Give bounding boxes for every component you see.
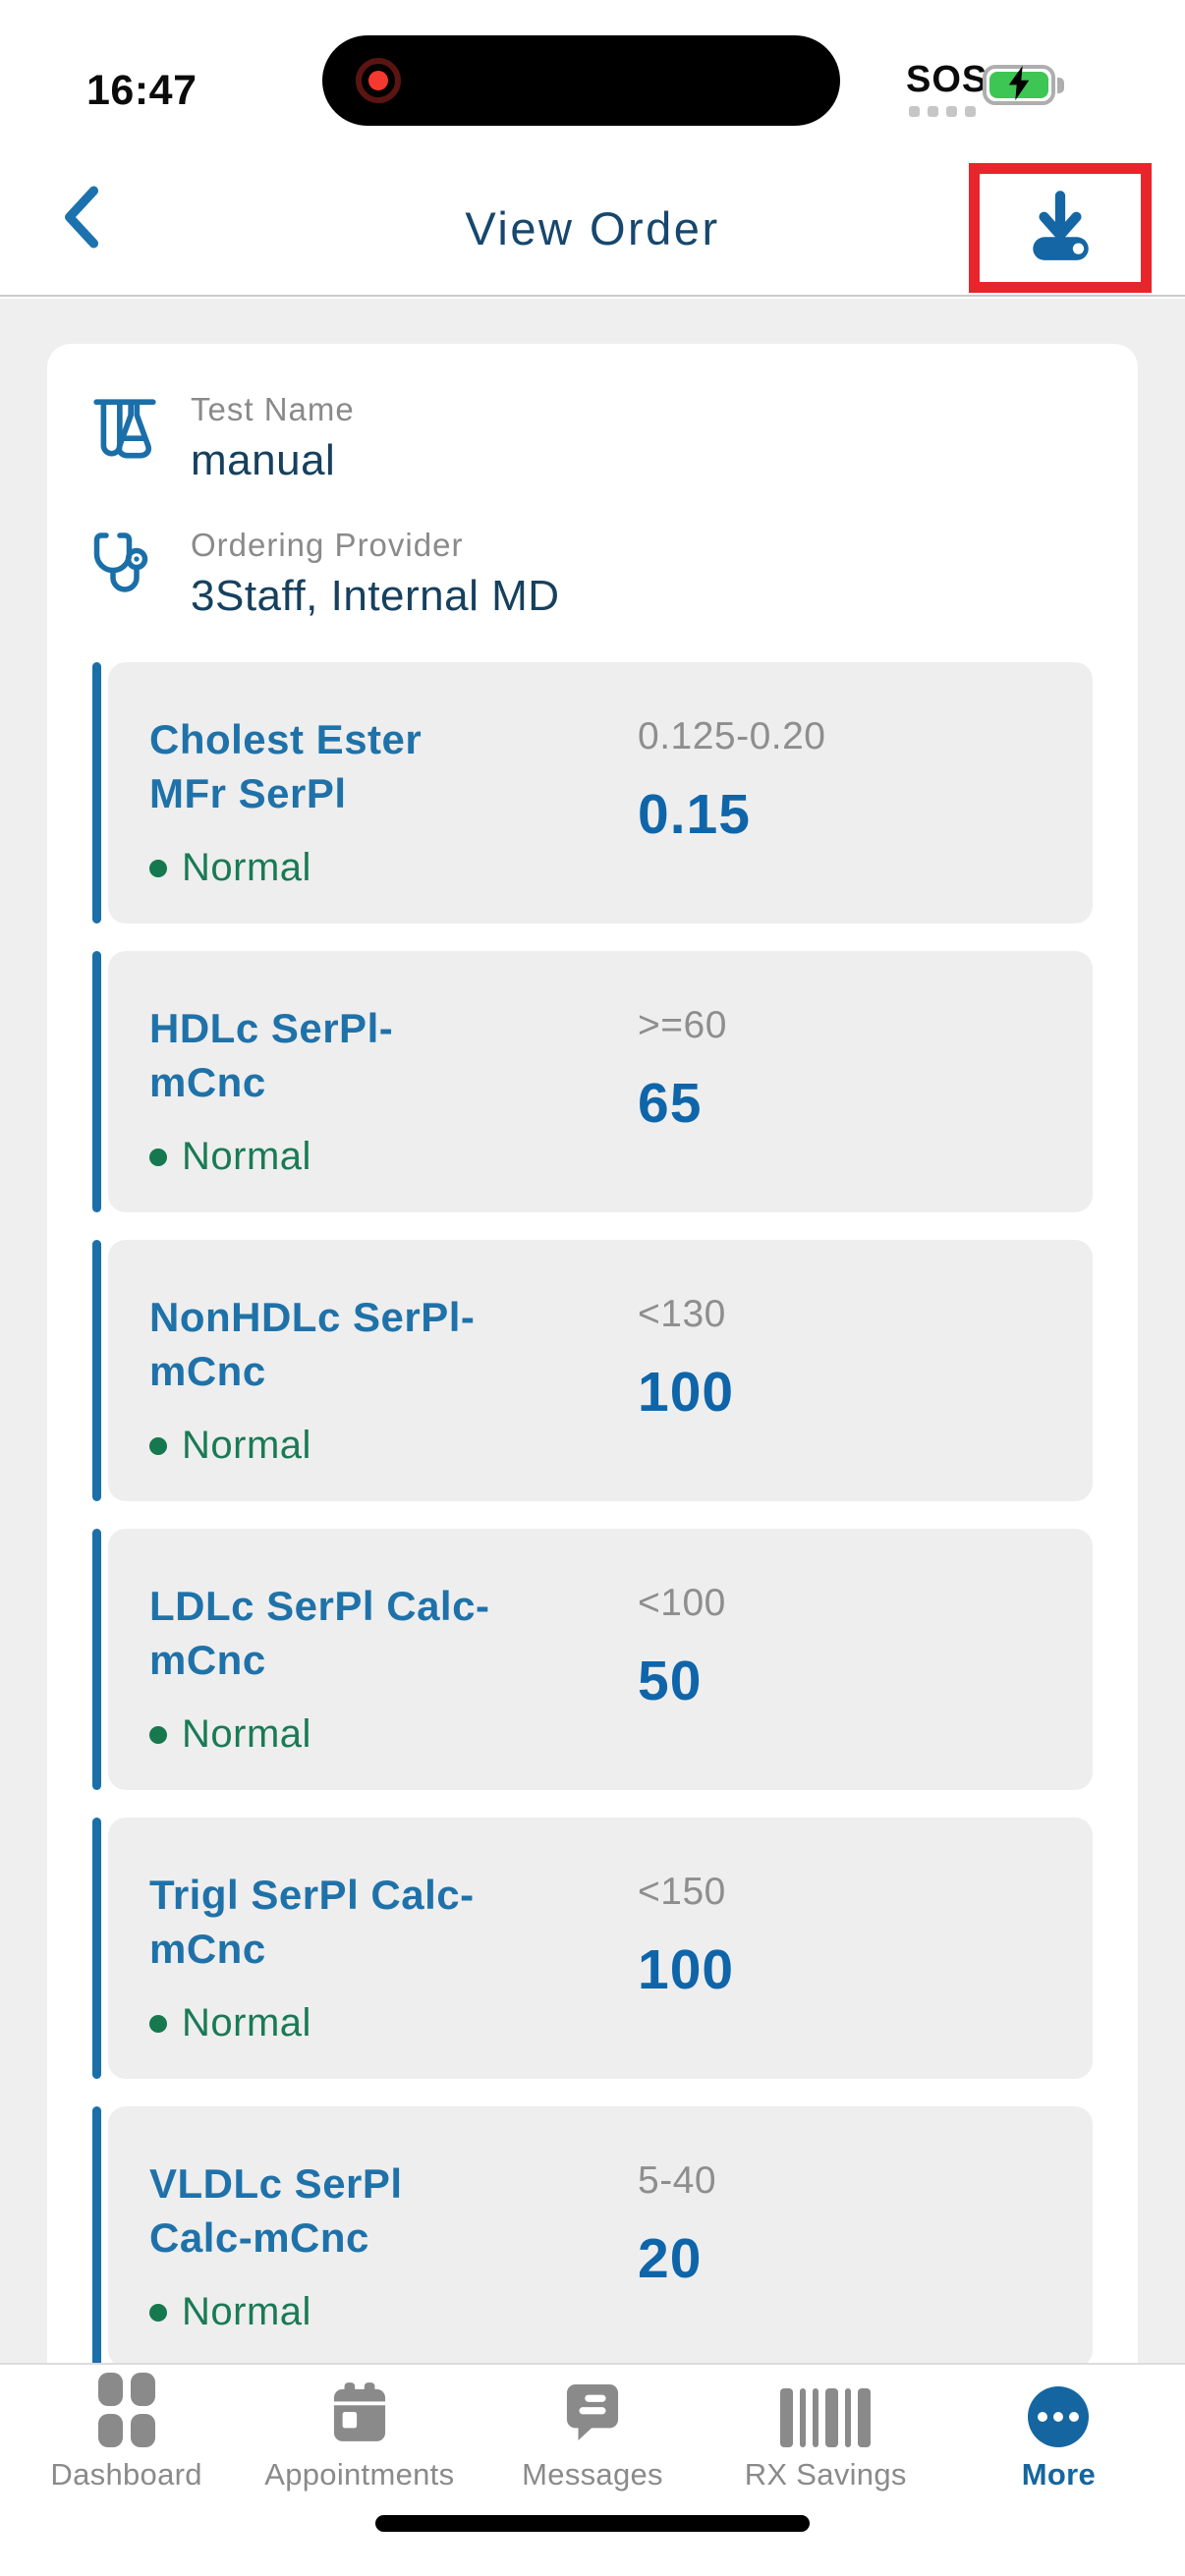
page-title: View Order — [465, 202, 720, 254]
status-dot-icon — [149, 1436, 167, 1455]
tab-label: RX Savings — [744, 2457, 907, 2492]
result-card: HDLc SerPl-mCnc Normal >=60 65 — [108, 951, 1093, 1212]
order-scroll-area[interactable]: Test Name manual Ordering Provider 3Staf… — [0, 299, 1185, 2363]
result-name: Trigl SerPl Calc-mCnc — [149, 1872, 475, 1972]
reference-range: <100 — [638, 1582, 726, 1624]
result-name: Cholest Ester MFr SerPl — [149, 716, 423, 816]
status-badge: Normal — [182, 2001, 311, 2045]
dynamic-island — [322, 35, 840, 126]
status-dot-icon — [149, 1148, 167, 1166]
result-row: VLDLc SerPl Calc-mCnc Normal 5-40 20 — [92, 2106, 1093, 2363]
chat-bubble-icon — [565, 2381, 620, 2447]
status-dot-icon — [149, 859, 167, 877]
reference-range: <130 — [638, 1293, 726, 1335]
tab-label: Appointments — [264, 2457, 455, 2492]
battery-charging-icon — [983, 65, 1064, 105]
reference-range: 0.125-0.20 — [638, 715, 826, 757]
order-details-card: Test Name manual Ordering Provider 3Staf… — [47, 344, 1138, 2363]
recording-dot-icon — [368, 71, 388, 90]
calendar-icon — [332, 2381, 387, 2447]
result-value: 100 — [638, 1938, 735, 2001]
result-card: Trigl SerPl Calc-mCnc Normal <150 100 — [108, 1818, 1093, 2079]
result-row: Trigl SerPl Calc-mCnc Normal <150 100 — [92, 1818, 1093, 2079]
result-row: HDLc SerPl-mCnc Normal >=60 65 — [92, 951, 1093, 1212]
result-value: 50 — [638, 1650, 703, 1712]
bottom-tab-bar: Dashboard Appointments — [0, 2363, 1185, 2576]
chevron-left-icon — [59, 185, 102, 254]
annotation-highlight-box — [969, 163, 1152, 293]
download-button[interactable] — [1016, 184, 1104, 272]
header: 16:47 SOS View Order — [0, 0, 1185, 297]
signal-dots-icon — [909, 106, 976, 117]
result-row: LDLc SerPl Calc-mCnc Normal <100 50 — [92, 1529, 1093, 1790]
status-badge: Normal — [182, 1135, 311, 1179]
dashboard-grid-icon — [97, 2373, 155, 2447]
status-badge: Normal — [182, 846, 311, 890]
tab-label: Messages — [522, 2457, 663, 2492]
status-dot-icon — [149, 1725, 167, 1744]
ordering-provider-row: Ordering Provider 3Staff, Internal MD — [92, 527, 1093, 621]
ellipsis-circle-icon — [1028, 2386, 1090, 2447]
status-badge: Normal — [182, 1424, 311, 1468]
result-card: NonHDLc SerPl-mCnc Normal <130 100 — [108, 1240, 1093, 1501]
result-value: 100 — [638, 1361, 735, 1424]
result-value: 20 — [638, 2227, 703, 2290]
result-name: NonHDLc SerPl-mCnc — [149, 1294, 476, 1394]
test-name-row: Test Name manual — [92, 391, 1093, 485]
result-row: Cholest Ester MFr SerPl Normal 0.125-0.2… — [92, 662, 1093, 924]
result-value: 65 — [638, 1072, 703, 1135]
ordering-provider-label: Ordering Provider — [191, 527, 464, 563]
result-accent-bar — [92, 951, 101, 1212]
status-badge: Normal — [182, 2290, 311, 2334]
result-card: LDLc SerPl Calc-mCnc Normal <100 50 — [108, 1529, 1093, 1790]
home-indicator[interactable] — [375, 2515, 810, 2532]
ordering-provider-value: 3Staff, Internal MD — [191, 572, 560, 620]
result-accent-bar — [92, 1529, 101, 1790]
barcode-icon — [780, 2388, 872, 2447]
status-badge: Normal — [182, 1712, 311, 1757]
download-icon — [1022, 188, 1099, 269]
recording-indicator — [356, 58, 401, 103]
result-accent-bar — [92, 2106, 101, 2363]
sos-indicator: SOS — [906, 59, 988, 100]
tab-dashboard[interactable]: Dashboard — [10, 2373, 243, 2576]
result-accent-bar — [92, 662, 101, 924]
tab-label: More — [1021, 2457, 1097, 2492]
result-accent-bar — [92, 1818, 101, 2079]
status-time: 16:47 — [86, 67, 198, 114]
back-button[interactable] — [55, 185, 106, 253]
charging-bolt-icon — [1006, 64, 1032, 106]
result-accent-bar — [92, 1240, 101, 1501]
tab-more[interactable]: More — [942, 2379, 1175, 2576]
test-name-value: manual — [191, 436, 336, 484]
status-dot-icon — [149, 2014, 167, 2033]
result-row: NonHDLc SerPl-mCnc Normal <130 100 — [92, 1240, 1093, 1501]
result-name: LDLc SerPl Calc-mCnc — [149, 1583, 490, 1683]
result-name: VLDLc SerPl Calc-mCnc — [149, 2160, 403, 2261]
result-card: Cholest Ester MFr SerPl Normal 0.125-0.2… — [108, 662, 1093, 924]
tab-rx-savings[interactable]: RX Savings — [709, 2379, 942, 2576]
result-name: HDLc SerPl-mCnc — [149, 1005, 394, 1105]
tab-label: Dashboard — [50, 2457, 202, 2492]
stethoscope-icon — [92, 531, 157, 602]
tab-appointments[interactable]: Appointments — [243, 2379, 476, 2576]
reference-range: >=60 — [638, 1004, 727, 1046]
reference-range: <150 — [638, 1871, 726, 1913]
test-name-label: Test Name — [191, 391, 355, 427]
result-card: VLDLc SerPl Calc-mCnc Normal 5-40 20 — [108, 2106, 1093, 2363]
result-value: 0.15 — [638, 783, 751, 846]
tab-messages[interactable]: Messages — [476, 2379, 708, 2576]
status-dot-icon — [149, 2303, 167, 2322]
lab-flask-icon — [92, 395, 157, 471]
results-list: Cholest Ester MFr SerPl Normal 0.125-0.2… — [92, 662, 1093, 2363]
reference-range: 5-40 — [638, 2159, 717, 2202]
